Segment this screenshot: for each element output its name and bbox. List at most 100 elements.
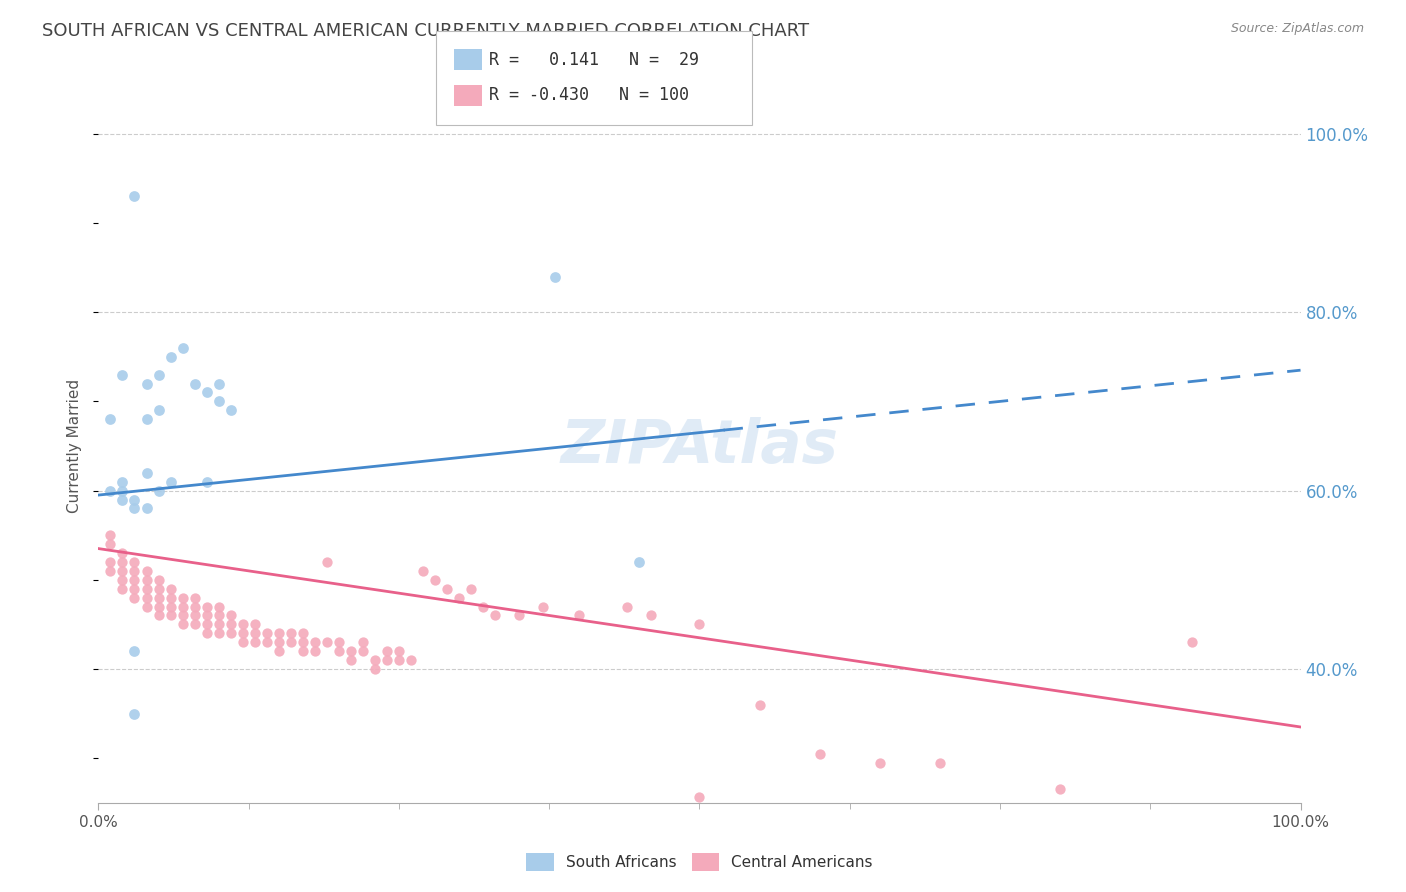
- Point: [195, 475, 218, 489]
- Point: [124, 591, 146, 605]
- Point: [100, 412, 122, 426]
- Point: [219, 617, 242, 632]
- Point: [148, 483, 170, 498]
- Point: [208, 626, 231, 640]
- Point: [352, 644, 374, 658]
- Point: [291, 644, 314, 658]
- Point: [315, 555, 337, 569]
- Point: [135, 599, 157, 614]
- Point: [159, 475, 181, 489]
- Point: [124, 492, 146, 507]
- Point: [172, 608, 194, 623]
- Point: [111, 555, 134, 569]
- Point: [315, 635, 337, 649]
- Point: [135, 582, 157, 596]
- Point: [328, 635, 350, 649]
- Point: [447, 591, 470, 605]
- Point: [135, 466, 157, 480]
- Point: [208, 599, 231, 614]
- Point: [460, 582, 482, 596]
- Point: [243, 626, 266, 640]
- Point: [195, 608, 218, 623]
- Point: [124, 706, 146, 721]
- Point: [208, 617, 231, 632]
- Point: [195, 599, 218, 614]
- Point: [928, 756, 950, 770]
- Point: [219, 403, 242, 417]
- Point: [640, 608, 662, 623]
- Text: Source: ZipAtlas.com: Source: ZipAtlas.com: [1230, 22, 1364, 36]
- Point: [291, 626, 314, 640]
- Point: [111, 483, 134, 498]
- Point: [208, 376, 231, 391]
- Point: [689, 617, 711, 632]
- Point: [208, 394, 231, 409]
- Point: [111, 492, 134, 507]
- Text: ZIPAtlas: ZIPAtlas: [561, 417, 838, 475]
- Point: [148, 573, 170, 587]
- Point: [111, 582, 134, 596]
- Point: [124, 555, 146, 569]
- Point: [135, 591, 157, 605]
- Point: [208, 608, 231, 623]
- Point: [340, 644, 363, 658]
- Point: [124, 189, 146, 203]
- Point: [183, 608, 205, 623]
- Point: [148, 403, 170, 417]
- Point: [399, 653, 422, 667]
- Point: [183, 599, 205, 614]
- Point: [232, 635, 254, 649]
- Point: [508, 608, 530, 623]
- Point: [172, 617, 194, 632]
- Point: [304, 635, 326, 649]
- Point: [135, 412, 157, 426]
- Point: [280, 635, 302, 649]
- Point: [1181, 635, 1204, 649]
- Point: [148, 599, 170, 614]
- Point: [352, 635, 374, 649]
- Point: [124, 564, 146, 578]
- Point: [195, 385, 218, 400]
- Point: [100, 483, 122, 498]
- Point: [219, 608, 242, 623]
- Legend: South Africans, Central Americans: South Africans, Central Americans: [520, 847, 879, 877]
- Point: [291, 635, 314, 649]
- Point: [869, 756, 891, 770]
- Point: [689, 789, 711, 804]
- Point: [375, 644, 398, 658]
- Text: R = -0.430   N = 100: R = -0.430 N = 100: [489, 87, 689, 104]
- Point: [148, 591, 170, 605]
- Point: [568, 608, 591, 623]
- Point: [232, 617, 254, 632]
- Point: [159, 608, 181, 623]
- Point: [436, 582, 458, 596]
- Point: [183, 376, 205, 391]
- Point: [148, 582, 170, 596]
- Y-axis label: Currently Married: Currently Married: [67, 379, 83, 513]
- Point: [280, 626, 302, 640]
- Point: [304, 644, 326, 658]
- Point: [267, 644, 290, 658]
- Point: [124, 501, 146, 516]
- Point: [423, 573, 446, 587]
- Point: [243, 635, 266, 649]
- Point: [172, 591, 194, 605]
- Point: [195, 617, 218, 632]
- Point: [172, 341, 194, 355]
- Point: [328, 644, 350, 658]
- Point: [159, 582, 181, 596]
- Point: [135, 573, 157, 587]
- Point: [1049, 782, 1071, 797]
- Point: [111, 564, 134, 578]
- Point: [748, 698, 770, 712]
- Point: [111, 573, 134, 587]
- Point: [484, 608, 506, 623]
- Point: [135, 501, 157, 516]
- Point: [111, 368, 134, 382]
- Point: [159, 599, 181, 614]
- Point: [531, 599, 554, 614]
- Point: [364, 653, 387, 667]
- Point: [148, 608, 170, 623]
- Point: [172, 599, 194, 614]
- Point: [100, 564, 122, 578]
